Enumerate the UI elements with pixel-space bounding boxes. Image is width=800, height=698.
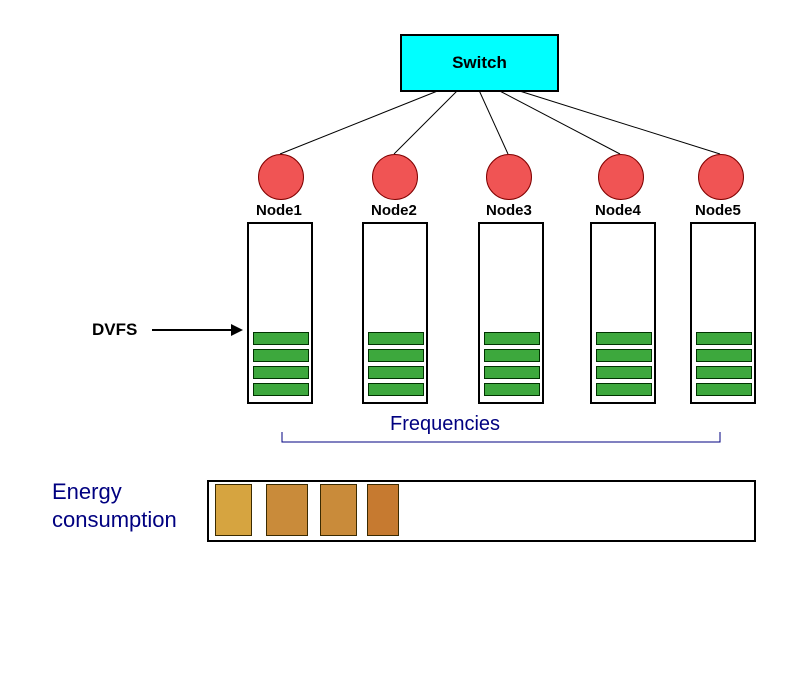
- freq-box-2: [362, 222, 428, 404]
- freq-bar: [696, 383, 752, 396]
- switch-node-line: [280, 88, 445, 154]
- freq-bar: [596, 366, 652, 379]
- energy-bar-1: [215, 484, 252, 536]
- freq-bar: [368, 332, 424, 345]
- node3-circle: [486, 154, 532, 200]
- freq-bar: [596, 349, 652, 362]
- freq-bar: [368, 349, 424, 362]
- node5-circle: [698, 154, 744, 200]
- node2-label: Node2: [371, 202, 417, 219]
- switch-node-line: [510, 88, 720, 154]
- freq-bar: [253, 332, 309, 345]
- node1-label: Node1: [256, 202, 302, 219]
- node5-label: Node5: [695, 202, 741, 219]
- freq-bar: [596, 383, 652, 396]
- freq-bar: [368, 383, 424, 396]
- freq-bar: [253, 366, 309, 379]
- freq-box-4: [590, 222, 656, 404]
- diagram-canvas: Switch Node1 Node2 Node3 Node4 Node5 DVFS Frequ…: [0, 0, 800, 698]
- freq-bar: [253, 383, 309, 396]
- energy-bar-2: [266, 484, 308, 536]
- node3-label: Node3: [486, 202, 532, 219]
- switch-node-line: [494, 88, 620, 154]
- node1-circle: [258, 154, 304, 200]
- energy-bar-4: [367, 484, 399, 536]
- freq-bar: [368, 366, 424, 379]
- freq-bar: [696, 349, 752, 362]
- freq-bar: [484, 332, 540, 345]
- freq-bar: [484, 383, 540, 396]
- energy-label-line: consumption: [52, 506, 177, 534]
- switch-node-line: [394, 88, 460, 154]
- freq-bar: [696, 332, 752, 345]
- freq-bar: [484, 366, 540, 379]
- dvfs-label: DVFS: [92, 320, 137, 340]
- dvfs-arrow-head: [231, 324, 243, 336]
- switch-box: Switch: [400, 34, 559, 92]
- freq-box-5: [690, 222, 756, 404]
- node4-circle: [598, 154, 644, 200]
- energy-label-line: Energy: [52, 478, 177, 506]
- switch-node-line: [478, 88, 508, 154]
- freq-bar: [253, 349, 309, 362]
- energy-label: Energyconsumption: [52, 478, 177, 533]
- node4-label: Node4: [595, 202, 641, 219]
- node2-circle: [372, 154, 418, 200]
- freq-bar: [484, 349, 540, 362]
- freq-bar: [596, 332, 652, 345]
- frequencies-bracket: [282, 432, 720, 442]
- switch-label: Switch: [452, 53, 507, 73]
- freq-box-3: [478, 222, 544, 404]
- frequencies-label: Frequencies: [390, 413, 500, 436]
- freq-box-1: [247, 222, 313, 404]
- energy-bar-3: [320, 484, 357, 536]
- freq-bar: [696, 366, 752, 379]
